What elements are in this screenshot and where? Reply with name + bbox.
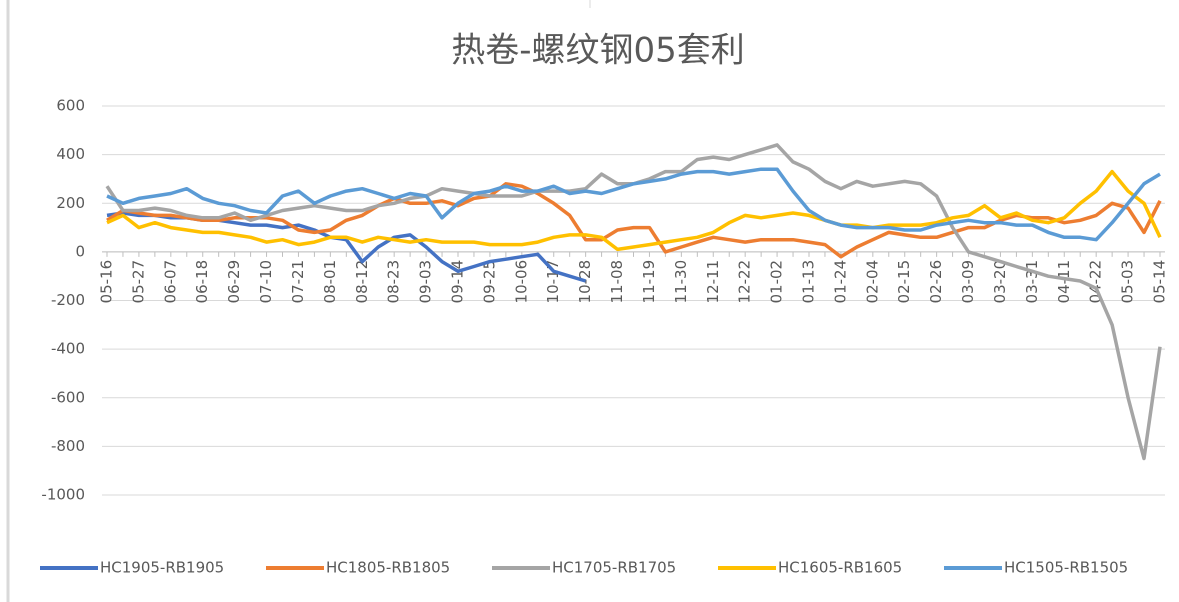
x-tick-label: 11-08 (608, 260, 626, 304)
x-tick-label: 01-24 (831, 260, 849, 304)
chart-title: 热卷-螺纹钢05套利 (451, 31, 745, 71)
x-tick-label: 08-23 (385, 260, 403, 304)
y-tick-label: -800 (51, 437, 85, 455)
x-tick-label: 01-13 (800, 260, 818, 304)
x-tick-label: 05-14 (1151, 260, 1169, 304)
y-tick-label: -1000 (41, 486, 85, 504)
x-tick-label: 02-26 (927, 260, 945, 304)
x-tick-label: 02-15 (895, 260, 913, 304)
x-tick-label: 04-22 (1087, 260, 1105, 304)
legend-label: HC1505-RB1505 (1004, 559, 1128, 577)
x-tick-label: 05-27 (129, 260, 147, 304)
series-line (106, 169, 1162, 252)
x-tick-label: 06-29 (225, 260, 243, 304)
x-tick-label: 12-22 (736, 260, 754, 304)
x-tick-label: 08-12 (353, 260, 371, 304)
x-tick-label: 07-10 (257, 260, 275, 304)
y-tick-label: -200 (51, 291, 85, 309)
x-tick-label: 06-07 (161, 260, 179, 304)
y-tick-label: 200 (56, 194, 85, 212)
x-tick-label: 06-18 (193, 260, 211, 304)
x-tick-label: 09-03 (417, 260, 435, 304)
x-tick-label: 08-01 (321, 260, 339, 304)
legend-label: HC1605-RB1605 (778, 559, 902, 577)
x-tick-label: 11-30 (672, 260, 690, 304)
x-tick-label: 10-06 (512, 260, 530, 304)
x-tick-label: 04-11 (1055, 260, 1073, 304)
x-tick-label: 01-02 (768, 260, 786, 304)
y-tick-label: -600 (51, 388, 85, 406)
legend-label: HC1705-RB1705 (552, 559, 676, 577)
x-tick-label: 03-31 (1023, 260, 1041, 304)
series-line (106, 167, 1161, 242)
y-tick-label: 400 (56, 145, 85, 163)
x-tick-label: 02-04 (863, 260, 881, 304)
x-tick-label: 11-19 (640, 260, 658, 304)
series-line (106, 182, 1162, 259)
x-tick-label: 03-20 (991, 260, 1009, 304)
x-tick-label: 12-11 (704, 260, 722, 304)
x-tick-label: 05-03 (1119, 260, 1137, 304)
y-tick-label: 600 (56, 97, 85, 115)
x-tick-label: 07-21 (289, 260, 307, 304)
x-tick-label: 03-09 (959, 260, 977, 304)
y-tick-label: -400 (51, 340, 85, 358)
y-tick-label: 0 (75, 242, 85, 260)
legend-label: HC1905-RB1905 (100, 559, 224, 577)
x-tick-label: 05-16 (98, 260, 116, 304)
legend-label: HC1805-RB1805 (326, 559, 450, 577)
x-tick-label: 09-25 (480, 260, 498, 304)
